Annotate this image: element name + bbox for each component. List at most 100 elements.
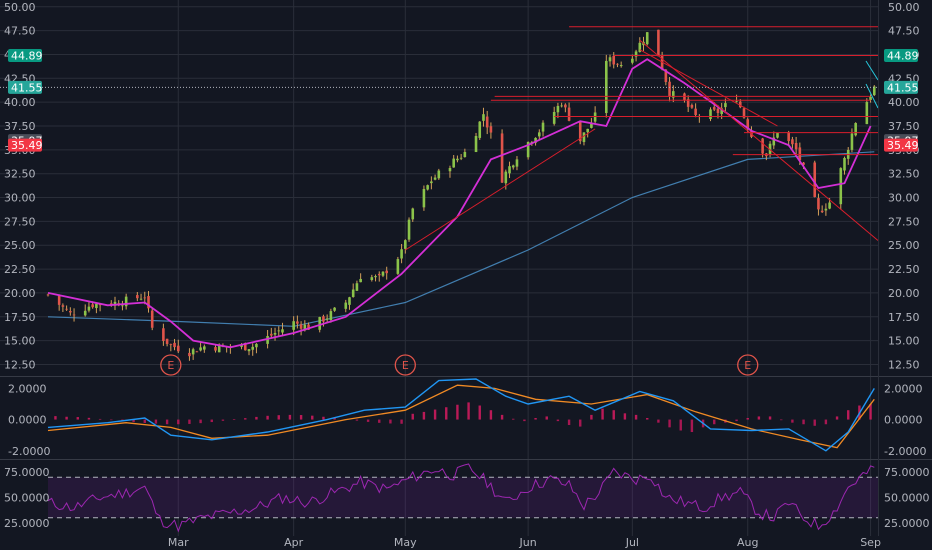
- price-badge-label: 35.49: [11, 139, 43, 152]
- price-badge-left: [8, 80, 42, 94]
- macd-signal-line: [47, 384, 875, 449]
- macd-histogram-bar: [847, 410, 850, 420]
- macd-histogram-bar: [188, 419, 191, 424]
- candle-body: [556, 105, 560, 113]
- macd-histogram-bar: [746, 418, 749, 420]
- candle-body: [582, 132, 586, 143]
- candle-body: [333, 307, 336, 311]
- candle-body: [489, 126, 493, 133]
- candle-body: [716, 108, 720, 114]
- y-tick-label-right: 22.50: [888, 263, 920, 276]
- candle-body: [631, 58, 634, 63]
- macd-histogram-bar: [545, 416, 548, 420]
- candle-body: [195, 351, 199, 353]
- candle-body: [374, 276, 377, 278]
- candle-body: [217, 344, 221, 353]
- macd-histogram-bar: [87, 417, 91, 420]
- macd-y-tick-right: 2.0000: [884, 382, 923, 395]
- candle-body: [738, 101, 742, 108]
- macd-histogram-bar: [221, 419, 225, 421]
- candle-body: [768, 143, 772, 154]
- macd-histogram-bar: [713, 419, 716, 425]
- rsi-line: [47, 463, 875, 533]
- candle-body: [281, 329, 284, 333]
- x-tick-label: Aug: [737, 536, 758, 549]
- macd-histogram-bar: [132, 419, 135, 423]
- x-tick-label: Sep: [860, 536, 881, 549]
- sma-long-line: [47, 151, 875, 327]
- candle-body: [668, 81, 671, 97]
- candle-body: [690, 105, 694, 108]
- macd-histogram-bar: [802, 419, 805, 425]
- price-badge-right: [884, 49, 918, 63]
- rsi-y-tick-right: 50.0000: [884, 492, 930, 505]
- macd-histogram-bar: [456, 404, 459, 420]
- sma-short-line: [47, 58, 872, 349]
- y-tick-label-left: 32.50: [4, 168, 36, 181]
- macd-histogram-bar: [869, 403, 872, 420]
- macd-histogram-bar: [288, 414, 292, 420]
- candle-body: [686, 99, 690, 107]
- macd-histogram-bar: [679, 419, 682, 431]
- candle-body: [869, 96, 872, 100]
- candle-body: [813, 162, 817, 198]
- y-tick-label-left: 17.50: [4, 311, 36, 324]
- candle-body: [616, 63, 619, 65]
- candle-body: [820, 210, 824, 213]
- candle-body: [761, 138, 764, 154]
- macd-histogram-bar: [400, 419, 403, 424]
- y-tick-label-left: 30.00: [4, 192, 36, 205]
- price-badge-label: 44.89: [11, 50, 43, 63]
- candle-body: [359, 278, 362, 283]
- candle-body: [798, 147, 802, 161]
- macd-histogram-bar: [824, 419, 828, 425]
- candle-body: [247, 349, 251, 352]
- rsi-y-tick-left: 50.0000: [4, 492, 50, 505]
- candle-body: [500, 133, 504, 183]
- macd-histogram-bar: [612, 410, 615, 420]
- macd-histogram-bar: [76, 417, 79, 420]
- candle-body: [872, 86, 876, 96]
- candle-body: [590, 123, 593, 128]
- candle-body: [452, 158, 455, 168]
- macd-histogram-bar: [489, 410, 493, 420]
- candle-body: [776, 132, 779, 138]
- candle-body: [381, 271, 385, 276]
- candle-body: [608, 57, 612, 62]
- macd-y-tick-left: -2.0000: [8, 445, 50, 458]
- candle-body: [57, 294, 61, 305]
- macd-histogram-bar: [590, 414, 593, 420]
- candle-body: [188, 352, 191, 357]
- rsi-panel: [47, 463, 878, 533]
- candle-body: [87, 306, 91, 311]
- price-badge-right: [884, 80, 918, 94]
- candle-body: [214, 347, 217, 351]
- projection-line: [865, 83, 879, 109]
- y-tick-label-right: 37.50: [888, 120, 920, 133]
- macd-histogram-bar: [735, 419, 738, 422]
- candle-body: [91, 304, 94, 308]
- candle-body: [671, 91, 675, 98]
- candle-body: [459, 157, 463, 159]
- candle-body: [619, 65, 623, 67]
- candle-body: [720, 108, 723, 114]
- y-tick-label-left: 12.50: [4, 358, 36, 371]
- y-tick-label-right: 25.00: [888, 239, 920, 252]
- candle-body: [724, 103, 727, 108]
- candle-body: [538, 132, 541, 137]
- candle-body: [147, 296, 150, 309]
- price-badge-label: 41.55: [11, 81, 43, 94]
- candle-body: [396, 259, 400, 274]
- candle-body: [593, 112, 597, 122]
- y-tick-label-left: 47.50: [4, 25, 36, 38]
- candle-body: [351, 289, 355, 297]
- macd-histogram-bar: [422, 411, 426, 420]
- macd-histogram-bar: [333, 418, 336, 420]
- macd-histogram-bar: [165, 419, 169, 425]
- candle-body: [712, 107, 716, 110]
- candle-body: [243, 343, 247, 351]
- candle-body: [273, 333, 277, 335]
- price-badge-right: [884, 138, 918, 152]
- candle-body: [709, 109, 712, 120]
- macd-histogram-bar: [389, 419, 392, 424]
